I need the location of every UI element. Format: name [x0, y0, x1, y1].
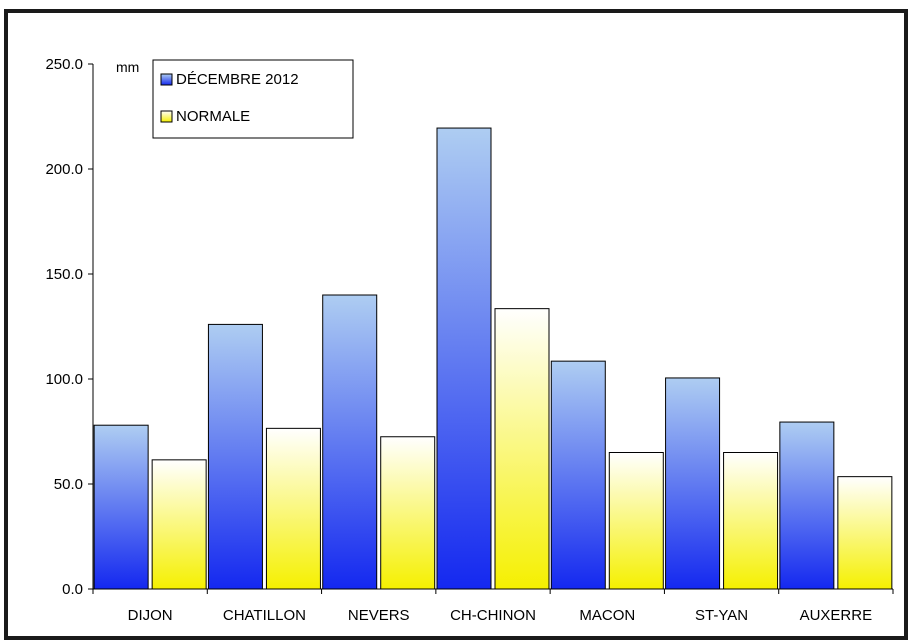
labels: 0.0 50.0 100.0 150.0 200.0 250.0 DIJON CHATILLO… [45, 56, 872, 624]
x-tick-label: NEVERS [348, 607, 410, 624]
y-tick-label: 100.0 [45, 371, 83, 388]
bar-auxerre-decembre-2012 [779, 421, 835, 590]
y-tick-label: 0.0 [62, 581, 83, 598]
bar-ch-chinon-normale [494, 308, 550, 590]
bar-dijon-decembre-2012 [93, 424, 149, 590]
legend-swatch-series-1 [160, 73, 173, 86]
bar-macon-decembre-2012 [550, 360, 606, 590]
bars [93, 127, 893, 590]
y-tick-label: 200.0 [45, 161, 83, 178]
x-tick-label: CH-CHINON [450, 607, 536, 624]
y-tick-label: 150.0 [45, 266, 83, 283]
legend-swatch-series-2 [160, 110, 173, 123]
bar-st-yan-decembre-2012 [665, 377, 721, 590]
legend-box [152, 59, 354, 139]
legend: DÉCEMBRE 2012 NORMALE [152, 59, 354, 139]
y-tick-label: 250.0 [45, 56, 83, 73]
x-tick-label: ST-YAN [695, 607, 748, 624]
bar-chatillon-normale [265, 427, 321, 590]
bar-auxerre-normale [837, 476, 893, 590]
unit-label: mm [116, 59, 139, 75]
x-tick-label: CHATILLON [223, 607, 306, 624]
bar-dijon-normale [151, 459, 207, 590]
bar-chatillon-decembre-2012 [207, 323, 263, 590]
x-tick-label: AUXERRE [800, 607, 873, 624]
x-tick-label: MACON [579, 607, 635, 624]
bar-nevers-normale [380, 436, 436, 590]
bar-nevers-decembre-2012 [322, 294, 378, 590]
legend-label-series-1: DÉCEMBRE 2012 [176, 71, 299, 88]
legend-label-series-2: NORMALE [176, 108, 250, 125]
x-tick-label: DIJON [128, 607, 173, 624]
bar-st-yan-normale [723, 452, 779, 590]
y-tick-label: 50.0 [54, 476, 83, 493]
bar-ch-chinon-decembre-2012 [436, 127, 492, 590]
bar-macon-normale [608, 452, 664, 590]
